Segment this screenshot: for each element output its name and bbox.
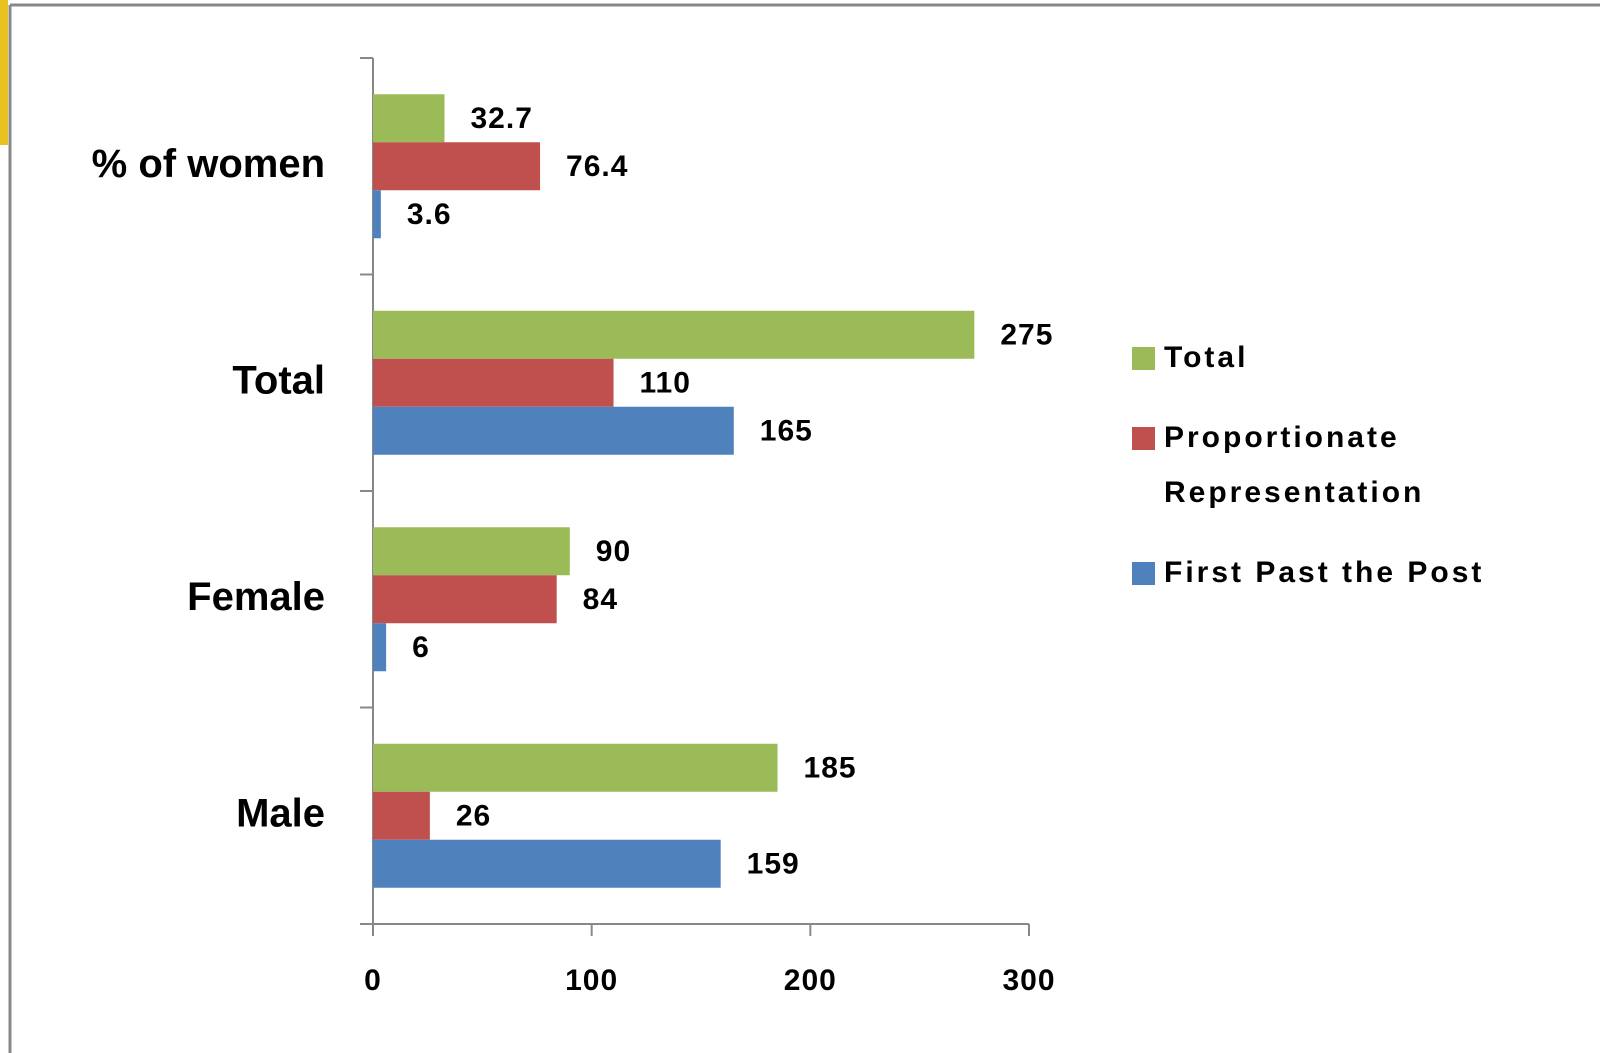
x-tick-label: 200	[784, 964, 837, 997]
legend-label: Total	[1164, 341, 1249, 374]
x-tick-label: 0	[364, 964, 382, 997]
data-label: 165	[760, 415, 813, 448]
data-label: 76.4	[566, 150, 628, 183]
legend: Total Proportionate Representation First P…	[1132, 330, 1532, 625]
data-label: 32.7	[471, 102, 533, 135]
y-tick-label: Female	[187, 575, 325, 619]
data-label: 185	[804, 752, 857, 785]
x-tick-label: 100	[565, 964, 618, 997]
bar	[373, 527, 570, 576]
bar	[373, 575, 557, 624]
legend-item: Proportionate Representation	[1132, 410, 1532, 520]
bar	[373, 358, 614, 407]
legend-swatch	[1132, 347, 1155, 370]
bar	[373, 406, 734, 455]
bar	[373, 743, 778, 792]
legend-label: Proportionate Representation	[1164, 421, 1425, 509]
bar	[373, 623, 387, 672]
bar	[373, 791, 430, 840]
data-label: 84	[583, 583, 618, 616]
data-label: 3.6	[407, 198, 452, 231]
data-label: 26	[456, 800, 491, 833]
bar	[373, 190, 381, 239]
legend-item: First Past the Post	[1132, 545, 1532, 600]
data-label: 110	[640, 367, 691, 400]
y-tick-label: % of women	[92, 142, 325, 186]
bar	[373, 839, 721, 888]
bar	[373, 310, 975, 359]
data-label: 159	[747, 848, 800, 881]
legend-label: First Past the Post	[1164, 556, 1485, 589]
data-label: 6	[412, 631, 430, 664]
data-label: 90	[596, 535, 631, 568]
bar	[373, 94, 445, 143]
corner-icon	[0, 0, 8, 145]
legend-item: Total	[1132, 330, 1532, 385]
x-tick-label: 300	[1002, 964, 1055, 997]
legend-swatch	[1132, 562, 1155, 585]
data-label: 275	[1000, 319, 1053, 352]
legend-swatch	[1132, 427, 1155, 450]
y-tick-label: Total	[232, 358, 325, 402]
y-tick-label: Male	[236, 791, 325, 835]
bar	[373, 142, 541, 191]
